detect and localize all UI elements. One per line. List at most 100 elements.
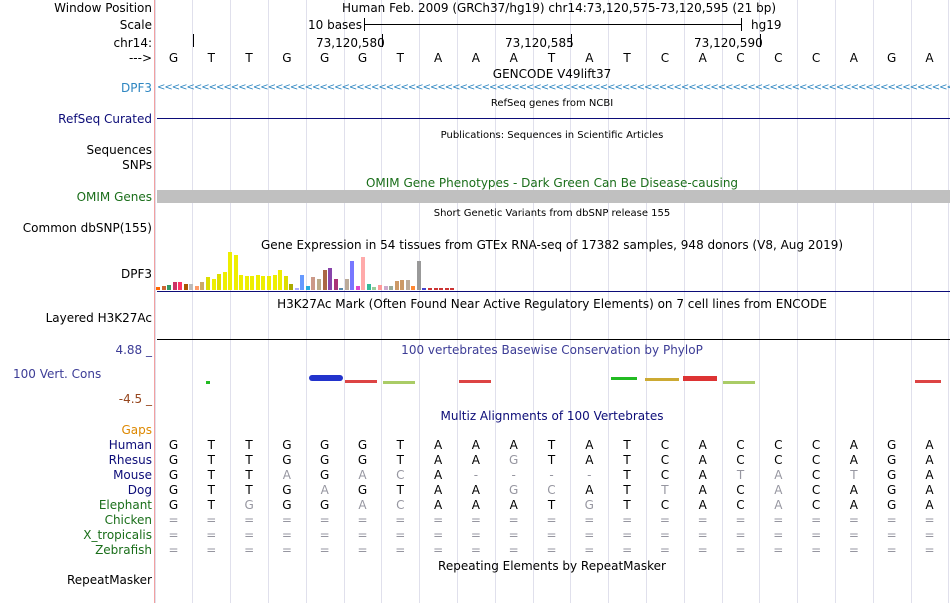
species-label-rhesus[interactable]: Rhesus <box>108 453 152 467</box>
gtex-tissue-bar[interactable] <box>450 288 455 290</box>
alignment-base: T <box>207 453 215 467</box>
gtex-tissue-bar[interactable] <box>378 285 383 290</box>
gtex-tissue-bar[interactable] <box>234 255 239 290</box>
gtex-tissue-bar[interactable] <box>361 257 366 290</box>
gtex-tissue-bar[interactable] <box>200 282 205 290</box>
alignment-base: C <box>811 453 821 467</box>
gtex-tissue-bar[interactable] <box>189 284 194 290</box>
gencode-gene-dpf3[interactable]: <<<<<<<<<<<<<<<<<<<<<<<<<<<<<<<<<<<<<<<<… <box>157 82 950 93</box>
omim-feature-bar[interactable] <box>157 190 950 203</box>
reference-base: A <box>925 51 934 65</box>
omim-track-label[interactable]: OMIM Genes <box>76 190 152 204</box>
gtex-tissue-bar[interactable] <box>428 288 433 290</box>
guide-line <box>419 0 420 603</box>
gtex-tissue-bar[interactable] <box>311 277 316 290</box>
gtex-tissue-bar[interactable] <box>156 287 161 290</box>
gtex-tissue-bar[interactable] <box>339 288 344 290</box>
refseq-gene-line[interactable] <box>157 118 950 119</box>
gtex-track-label[interactable]: DPF3 <box>120 267 152 281</box>
alignment-base: C <box>660 453 670 467</box>
snps-label[interactable]: SNPs <box>122 158 152 172</box>
gtex-tissue-bar[interactable] <box>328 268 333 290</box>
gtex-tissue-bar[interactable] <box>334 279 339 290</box>
species-label-human[interactable]: Human <box>108 438 152 452</box>
gtex-tissue-bar[interactable] <box>162 286 167 290</box>
gtex-tissue-bar[interactable] <box>278 270 283 290</box>
alignment-base: = <box>584 513 595 527</box>
gtex-tissue-bar[interactable] <box>256 275 261 290</box>
gtex-tissue-bar[interactable] <box>250 276 255 290</box>
gtex-tissue-bar[interactable] <box>317 279 322 290</box>
gaps-label[interactable]: Gaps <box>121 423 152 437</box>
gtex-tissue-bar[interactable] <box>267 276 272 290</box>
gtex-tissue-bar[interactable] <box>306 286 311 290</box>
gtex-tissue-bar[interactable] <box>261 276 266 290</box>
gtex-tissue-bar[interactable] <box>384 286 389 290</box>
gtex-tissue-bar[interactable] <box>439 288 444 290</box>
gtex-tissue-bar[interactable] <box>345 279 350 290</box>
gtex-tissue-bar[interactable] <box>289 284 294 290</box>
gtex-tissue-bar[interactable] <box>350 261 355 290</box>
alignment-base: = <box>206 543 217 557</box>
alignment-base: T <box>245 468 253 482</box>
gtex-tissue-bar[interactable] <box>367 284 372 290</box>
alignment-base: T <box>245 483 253 497</box>
ruler-coord-2: 73,120,585 <box>505 36 574 50</box>
alignment-base: - <box>511 468 516 482</box>
gtex-tissue-bar[interactable] <box>389 286 394 290</box>
gtex-tissue-bar[interactable] <box>206 277 211 290</box>
guide-line <box>911 0 912 603</box>
h3k27ac-track-label[interactable]: Layered H3K27Ac <box>45 311 152 325</box>
gtex-tissue-bar[interactable] <box>356 286 361 290</box>
gtex-tissue-bar[interactable] <box>195 286 200 290</box>
alignment-base: = <box>244 513 255 527</box>
gtex-tissue-bar[interactable] <box>212 279 217 290</box>
gtex-tissue-bar[interactable] <box>273 275 278 290</box>
gtex-tissue-bar[interactable] <box>400 280 405 290</box>
gtex-tissue-bar[interactable] <box>184 284 189 290</box>
alignment-base: C <box>396 498 405 512</box>
gtex-tissue-bar[interactable] <box>445 288 450 290</box>
sequences-label[interactable]: Sequences <box>86 143 152 157</box>
alignment-base: C <box>774 453 783 467</box>
species-label-dog[interactable]: Dog <box>127 483 152 497</box>
gtex-tissue-bar[interactable] <box>417 261 422 290</box>
refseq-track-label[interactable]: RefSeq Curated <box>58 112 152 126</box>
alignment-base: C <box>736 453 745 467</box>
reference-base: A <box>433 51 443 65</box>
gtex-tissue-bar[interactable] <box>228 252 233 290</box>
gtex-tissue-bar[interactable] <box>300 275 305 290</box>
alignment-base: G <box>509 453 519 467</box>
species-label-elephant[interactable]: Elephant <box>98 498 152 512</box>
gtex-tissue-bar[interactable] <box>223 272 228 290</box>
alignment-base: T <box>207 468 215 482</box>
label-divider[interactable] <box>154 0 155 603</box>
gtex-tissue-bar[interactable] <box>372 287 377 290</box>
gtex-tissue-bar[interactable] <box>406 280 411 290</box>
alignment-base: T <box>396 438 404 452</box>
dbsnp-track-label[interactable]: Common dbSNP(155) <box>22 221 152 235</box>
gtex-tissue-bar[interactable] <box>422 288 427 290</box>
species-label-zebrafish[interactable]: Zebrafish <box>95 543 152 557</box>
species-label-x_tropicalis[interactable]: X_tropicalis <box>83 528 152 542</box>
gtex-tissue-bar[interactable] <box>173 282 178 290</box>
alignment-base: = <box>697 528 708 542</box>
repeatmasker-track-label[interactable]: RepeatMasker <box>66 573 152 587</box>
conservation-track-label[interactable]: 100 Vert. Cons <box>13 367 102 381</box>
gtex-tissue-bar[interactable] <box>395 281 400 290</box>
gtex-tissue-bar[interactable] <box>217 274 222 290</box>
gtex-tissue-bar[interactable] <box>434 288 439 290</box>
gtex-tissue-bar[interactable] <box>167 285 172 290</box>
gtex-tissue-bar[interactable] <box>411 286 416 290</box>
gtex-tissue-bar[interactable] <box>284 276 289 290</box>
gtex-tissue-bar[interactable] <box>295 288 300 290</box>
gtex-tissue-bar[interactable] <box>239 275 244 290</box>
species-label-chicken[interactable]: Chicken <box>104 513 152 527</box>
gencode-track-label[interactable]: DPF3 <box>120 81 152 95</box>
reference-base: G <box>357 51 368 65</box>
gtex-tissue-bar[interactable] <box>245 276 250 290</box>
alignment-base: = <box>244 543 255 557</box>
species-label-mouse[interactable]: Mouse <box>113 468 152 482</box>
gtex-tissue-bar[interactable] <box>323 270 328 290</box>
gtex-tissue-bar[interactable] <box>178 282 183 290</box>
